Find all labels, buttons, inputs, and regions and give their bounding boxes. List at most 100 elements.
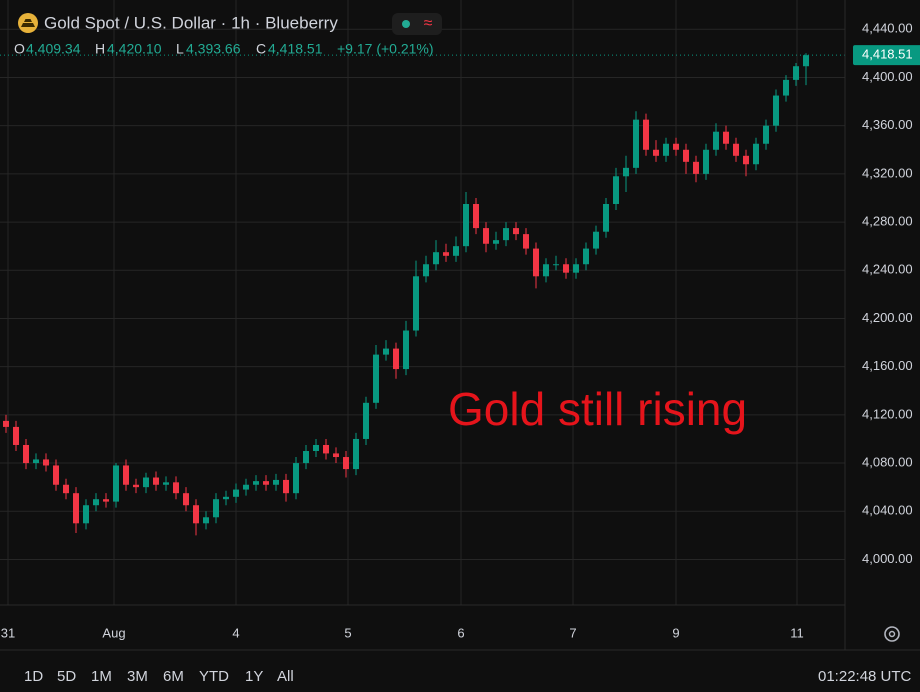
candle-body: [143, 477, 149, 488]
y-tick-label: 4,120.00: [862, 406, 913, 421]
y-tick-label: 4,240.00: [862, 262, 913, 277]
candle-body: [153, 477, 159, 485]
candle-body: [233, 489, 239, 497]
candle-body: [473, 203, 479, 229]
candle-body: [573, 264, 579, 273]
candle-body: [783, 79, 789, 96]
x-tick-label: Aug: [102, 625, 125, 640]
toolbar: 01:22:48 UTC 1D 5D 1M 3M 6M YTD 1Y All: [24, 668, 912, 685]
range-button[interactable]: 1D: [24, 668, 43, 685]
x-tick-label: 7: [569, 625, 576, 640]
x-tick-label: 11: [790, 625, 804, 640]
candle-body: [563, 264, 569, 273]
candle-body: [213, 499, 219, 518]
ticks: 4,000.00 4,040.00 4,080.00 4,120.00 4,160.00…: [1, 21, 920, 640]
ohlc-key: L: [176, 41, 184, 57]
candle-body: [773, 95, 779, 126]
candle-body: [263, 481, 269, 485]
range-button[interactable]: All: [277, 668, 294, 685]
candle-body: [483, 228, 489, 244]
last-price-tag: [853, 45, 920, 66]
candle-body: [373, 354, 379, 403]
status-icon: ≈: [424, 15, 433, 32]
candles: [0, 53, 845, 536]
range-button[interactable]: 1M: [91, 668, 112, 685]
candle-body: [273, 479, 279, 485]
candle-body: [403, 330, 409, 370]
candle-body: [303, 451, 309, 464]
candle-body: [503, 228, 509, 241]
candle-body: [253, 481, 259, 485]
candle-body: [203, 517, 209, 524]
candle-body: [43, 459, 49, 466]
ohlc-change: +9.17 (+0.21%): [337, 41, 434, 57]
y-tick-label: 4,360.00: [862, 117, 913, 132]
candle-body: [663, 143, 669, 156]
candle-body: [113, 465, 119, 502]
candle-body: [333, 453, 339, 458]
candle-body: [743, 155, 749, 165]
candle-body: [393, 348, 399, 370]
candle-body: [283, 479, 289, 494]
y-tick-label: 4,280.00: [862, 214, 913, 229]
chart-title: Gold Spot / U.S. Dollar · 1h · Blueberry: [44, 13, 338, 32]
ohlc-value: 4,393.66: [186, 41, 241, 57]
candle-body: [353, 438, 359, 470]
candle-body: [133, 484, 139, 488]
x-tick-label: 5: [344, 625, 351, 640]
range-button[interactable]: 1Y: [245, 668, 263, 685]
candle-body: [493, 240, 499, 244]
candle-body: [683, 149, 689, 162]
range-button[interactable]: YTD: [199, 668, 229, 685]
candle-body: [23, 444, 29, 464]
candle-body: [363, 402, 369, 439]
range-button[interactable]: 5D: [57, 668, 76, 685]
status-badge[interactable]: [392, 13, 442, 35]
candle-body: [383, 348, 389, 355]
candle-body: [653, 149, 659, 156]
candle-body: [13, 426, 19, 445]
ohlc-value: 4,420.10: [107, 41, 162, 57]
last-price-label: 4,418.51: [862, 47, 913, 62]
candle-body: [523, 234, 529, 249]
x-tick-label: 9: [672, 625, 679, 640]
candle-body: [433, 252, 439, 265]
x-tick-label: 4: [232, 625, 239, 640]
candle-body: [223, 496, 229, 500]
ohlc-key: H: [95, 41, 105, 57]
y-tick-label: 4,040.00: [862, 503, 913, 518]
candle-body: [103, 499, 109, 502]
candle-body: [593, 231, 599, 249]
candle-body: [753, 143, 759, 165]
y-tick-label: 4,160.00: [862, 358, 913, 373]
candle-body: [713, 131, 719, 150]
status-dot: [402, 20, 410, 28]
candle-body: [293, 463, 299, 494]
y-tick-label: 4,000.00: [862, 551, 913, 566]
candle-body: [453, 246, 459, 256]
candle-body: [443, 252, 449, 256]
candle-body: [83, 505, 89, 524]
candle-body: [243, 484, 249, 490]
candle-body: [323, 444, 329, 454]
grid: [0, 0, 845, 605]
range-button[interactable]: 6M: [163, 668, 184, 685]
ohlc-value: 4,418.51: [268, 41, 323, 57]
ohlc-key: C: [256, 41, 266, 57]
range-button[interactable]: 3M: [127, 668, 148, 685]
settings-button[interactable]: [884, 626, 900, 642]
candle-body: [33, 459, 39, 464]
annotation: Gold still rising: [448, 383, 747, 435]
candle-body: [413, 276, 419, 331]
x-tick-label: 31: [1, 625, 15, 640]
candle-body: [533, 248, 539, 277]
candle-body: [643, 119, 649, 150]
y-tick-label: 4,400.00: [862, 69, 913, 84]
candle-body: [343, 457, 349, 470]
clock: 01:22:48 UTC: [818, 668, 912, 685]
candle-body: [623, 167, 629, 177]
y-tick-label: 4,080.00: [862, 454, 913, 469]
